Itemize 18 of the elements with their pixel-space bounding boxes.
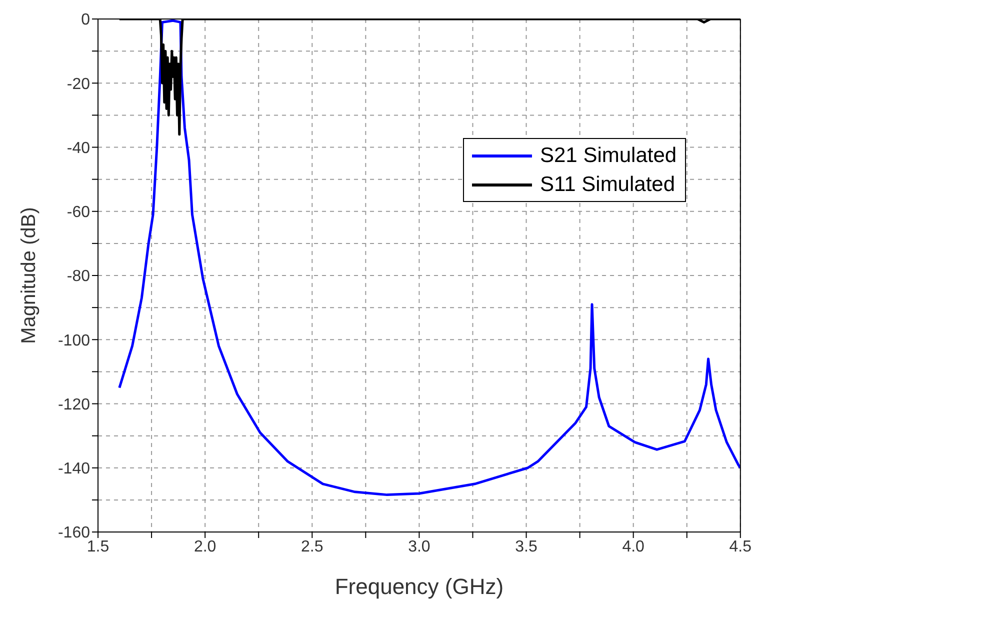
y-tick-label: -140 [58,460,90,478]
y-tick-label: -80 [66,268,90,286]
x-tick-label: 2.5 [301,538,324,556]
y-tick-label: -120 [58,396,90,414]
y-axis-title: Magnitude (dB) [18,207,40,344]
y-tick-label: -40 [66,140,90,157]
y-tick-label: 0 [81,12,90,29]
legend-label: S11 Simulated [540,172,676,198]
x-tick-label: 3.0 [408,538,430,556]
y-tick-label: -100 [58,332,90,350]
x-axis-title: Frequency (GHz) [334,574,504,599]
x-tick-label: 2.0 [194,538,216,556]
x-tick-label: 3.5 [515,538,538,556]
x-tick-label: 4.5 [729,538,752,556]
y-tick-label: -20 [66,76,90,93]
x-tick-label: 4.0 [622,538,645,556]
y-tick-label: -60 [66,204,90,222]
legend-label: S21 Simulated [540,143,677,169]
